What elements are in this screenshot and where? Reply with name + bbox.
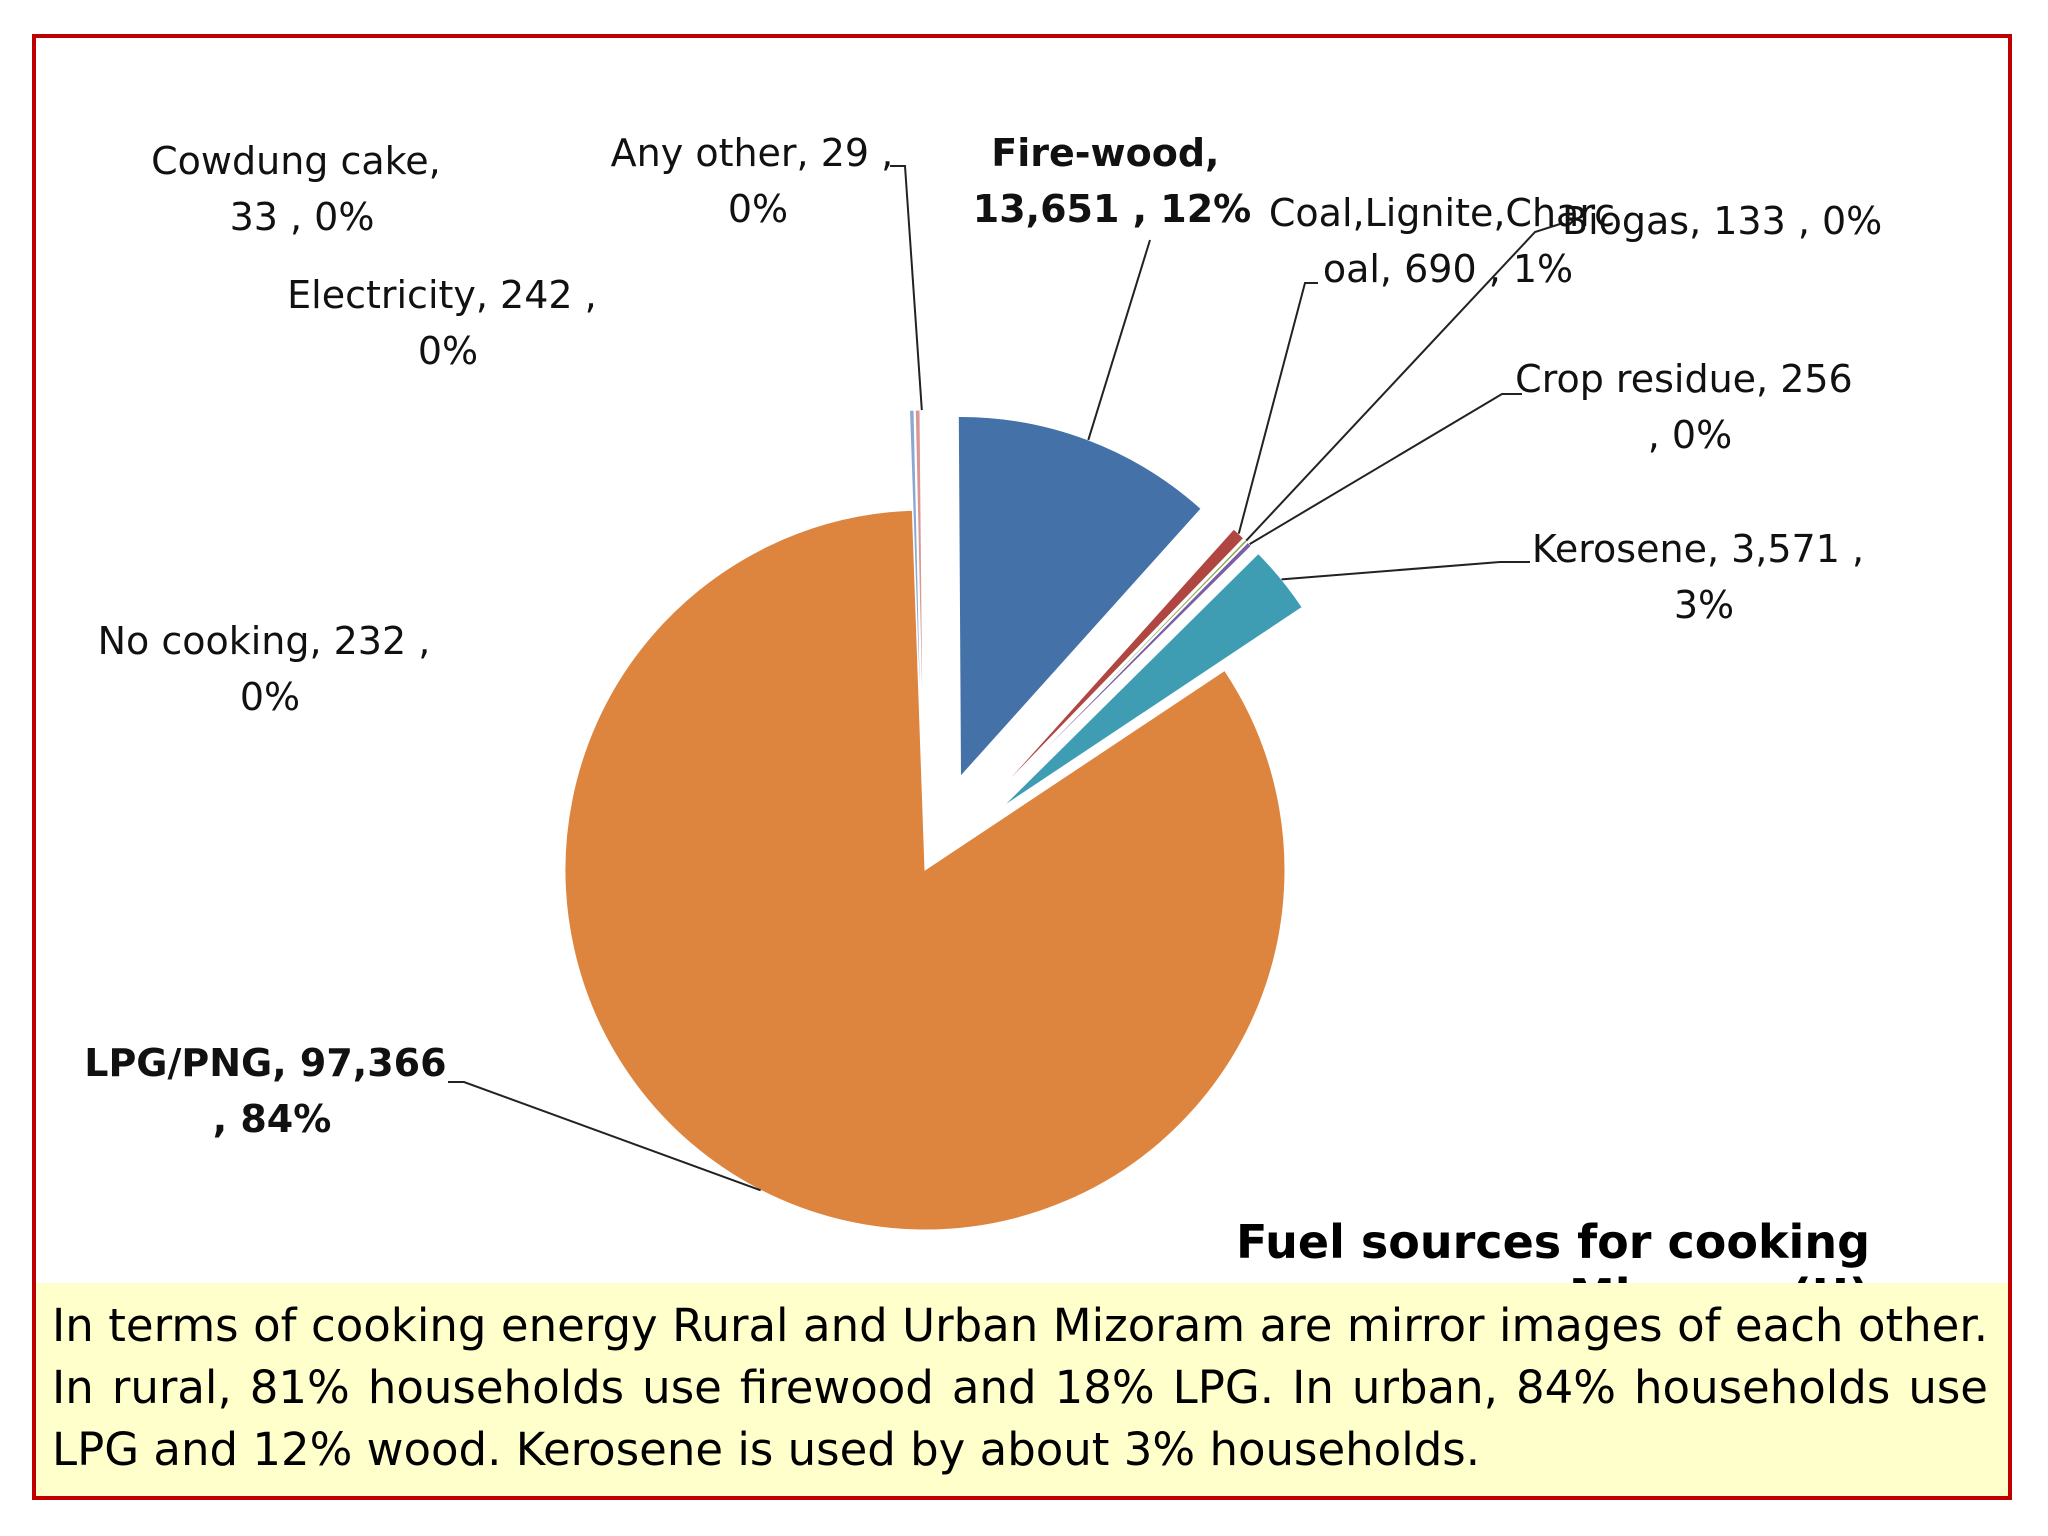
- label-crop-residue: Crop residue, 256 , 0%: [1515, 357, 1865, 457]
- leader-line-biogas: [1245, 223, 1561, 542]
- leader-line-any-other: [890, 165, 923, 411]
- label-any-other: Any other, 29 , 0%: [611, 131, 906, 231]
- label-no-cooking: No cooking, 232 , 0%: [98, 619, 443, 719]
- caption-text: In terms of cooking energy Rural and Urb…: [52, 1299, 1988, 1476]
- label-lpg: LPG/PNG, 97,366 , 84%: [84, 1041, 460, 1141]
- leader-line-lpg-png: [448, 1081, 761, 1192]
- pie-slices: [564, 409, 1303, 1231]
- leader-line-kerosene: [1281, 561, 1530, 581]
- leader-line-crop-residue: [1249, 393, 1522, 545]
- pie-slice-kerosene: [1002, 552, 1303, 808]
- pie-slice-no-cooking: [908, 409, 923, 771]
- leader-line-fire-wood: [1087, 239, 1151, 441]
- label-electricity: Electricity, 242 , 0%: [287, 273, 609, 373]
- caption-box: In terms of cooking energy Rural and Urb…: [36, 1283, 2008, 1496]
- pie-slice-fire-wood: [957, 416, 1202, 778]
- label-coal: Coal,Lignite,Charc oal, 690 , 1%: [1269, 191, 1627, 291]
- label-biogas: Biogas, 133 , 0%: [1562, 199, 1882, 243]
- leader-lines: [448, 165, 1561, 1192]
- pie-slice-electricity: [914, 409, 924, 771]
- label-firewood: Fire-wood, 13,651 , 12%: [973, 131, 1252, 231]
- label-cowdung-cake: Cowdung cake, 33 , 0%: [151, 139, 453, 239]
- label-kerosene: Kerosene, 3,571 , 3%: [1532, 527, 1876, 627]
- leader-line-coal-lignite-charcoal: [1237, 282, 1318, 534]
- pie-slice-lpg-png: [564, 509, 1286, 1231]
